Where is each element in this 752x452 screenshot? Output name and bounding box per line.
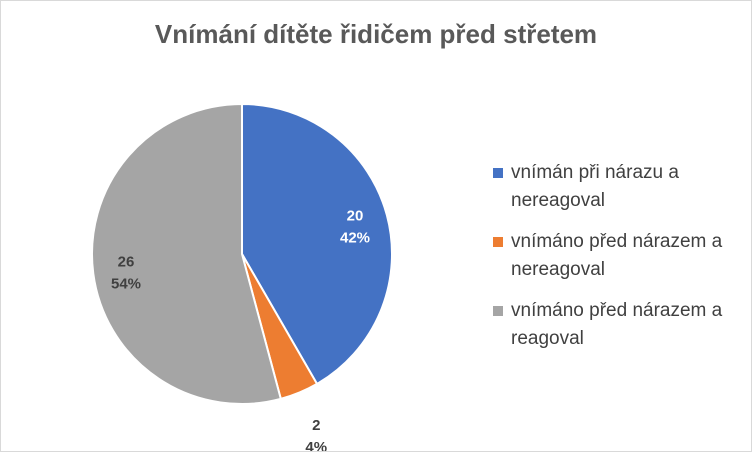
data-label-percent-3: 54% bbox=[111, 275, 141, 292]
legend-label-1: vnímán při nárazu a nereagoval bbox=[511, 162, 679, 211]
legend-swatch-2 bbox=[493, 237, 503, 247]
data-label-value-2: 2 bbox=[312, 417, 320, 434]
pie-slice-3 bbox=[91, 102, 283, 405]
legend-swatch-3 bbox=[493, 306, 503, 316]
legend-item-2: vnímáno před nárazem a nereagoval bbox=[493, 228, 743, 284]
legend-item-1: vnímán při nárazu a nereagoval bbox=[493, 159, 743, 215]
legend-label-2: vnímáno před nárazem a nereagoval bbox=[511, 231, 723, 280]
legend: vnímán při nárazu a nereagoval vnímáno př… bbox=[493, 159, 743, 366]
data-label-value-1: 20 bbox=[347, 208, 364, 225]
legend-item-3: vnímáno před nárazem a reagoval bbox=[493, 297, 743, 353]
pie-slice-1 bbox=[241, 102, 393, 386]
data-label-percent-2: 4% bbox=[305, 439, 327, 451]
chart-title: Vnímání dítěte řidičem před střetem bbox=[154, 19, 598, 49]
legend-swatch-1 bbox=[493, 168, 503, 178]
data-label-value-3: 26 bbox=[118, 253, 135, 270]
legend-label-3: vnímáno před nárazem a reagoval bbox=[511, 300, 723, 349]
data-label-percent-1: 42% bbox=[340, 230, 370, 247]
